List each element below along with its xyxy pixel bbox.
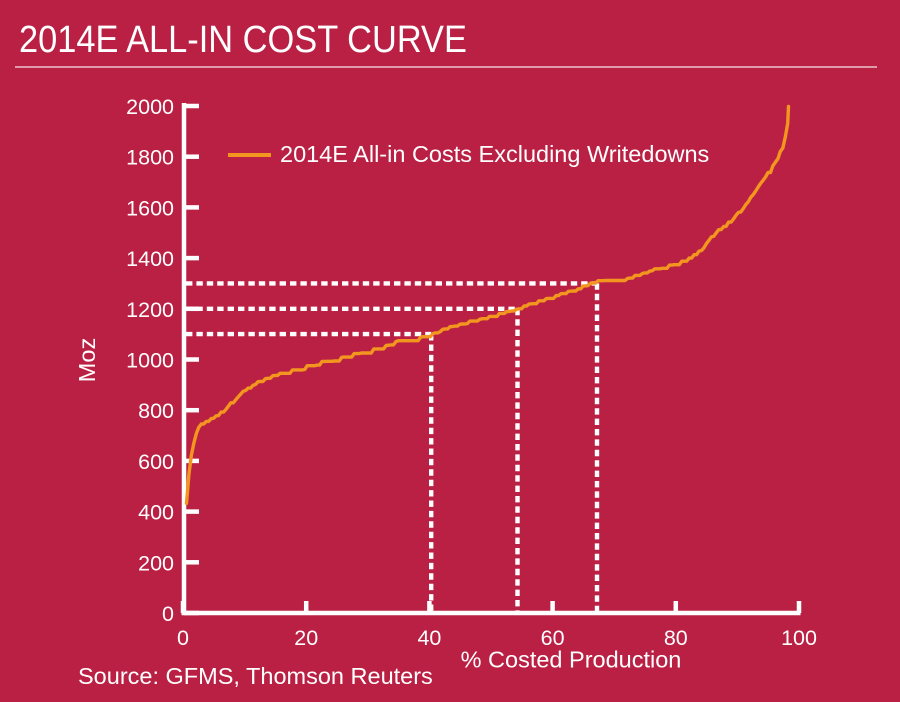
svg-text:100: 100 <box>781 626 817 650</box>
svg-text:2000: 2000 <box>126 95 174 119</box>
svg-text:40: 40 <box>417 626 441 650</box>
svg-text:200: 200 <box>138 551 174 575</box>
svg-text:% Costed Production: % Costed Production <box>461 647 682 673</box>
svg-text:2014E All-in Costs Excluding W: 2014E All-in Costs Excluding Writedowns <box>280 141 709 167</box>
svg-text:0: 0 <box>162 602 174 626</box>
svg-text:1400: 1400 <box>126 247 174 271</box>
svg-text:1800: 1800 <box>126 146 174 170</box>
svg-text:0: 0 <box>177 626 189 650</box>
svg-text:800: 800 <box>138 399 174 423</box>
svg-text:Moz: Moz <box>74 338 100 382</box>
svg-text:Source: GFMS, Thomson Reuters: Source: GFMS, Thomson Reuters <box>78 663 433 689</box>
svg-text:600: 600 <box>138 450 174 474</box>
svg-text:80: 80 <box>664 626 688 650</box>
svg-text:60: 60 <box>541 626 565 650</box>
svg-text:400: 400 <box>138 501 174 525</box>
svg-text:1600: 1600 <box>126 196 174 220</box>
svg-text:20: 20 <box>294 626 318 650</box>
svg-text:1000: 1000 <box>126 349 174 373</box>
svg-text:1200: 1200 <box>126 298 174 322</box>
